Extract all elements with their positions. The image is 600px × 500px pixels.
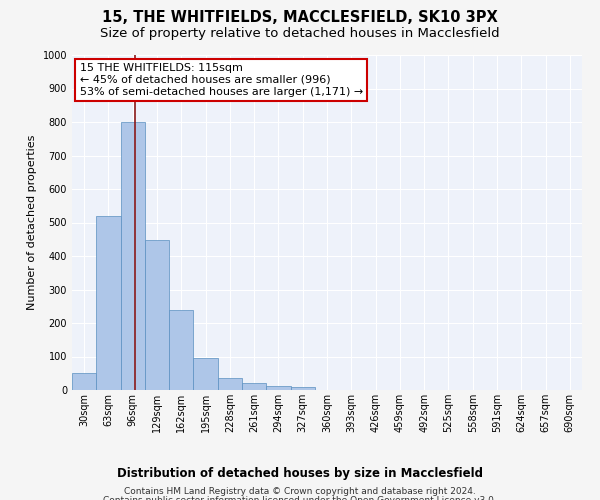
Text: Contains public sector information licensed under the Open Government Licence v3: Contains public sector information licen… [103, 496, 497, 500]
Text: 15 THE WHITFIELDS: 115sqm
← 45% of detached houses are smaller (996)
53% of semi: 15 THE WHITFIELDS: 115sqm ← 45% of detac… [80, 64, 363, 96]
Bar [72, 372, 96, 390]
Bar [290, 388, 315, 390]
Text: Contains HM Land Registry data © Crown copyright and database right 2024.: Contains HM Land Registry data © Crown c… [124, 488, 476, 496]
Text: 15, THE WHITFIELDS, MACCLESFIELD, SK10 3PX: 15, THE WHITFIELDS, MACCLESFIELD, SK10 3… [102, 10, 498, 25]
Bar [121, 122, 145, 390]
Bar [169, 310, 193, 390]
Bar [145, 240, 169, 390]
Bar [242, 384, 266, 390]
Text: Distribution of detached houses by size in Macclesfield: Distribution of detached houses by size … [117, 468, 483, 480]
Text: Size of property relative to detached houses in Macclesfield: Size of property relative to detached ho… [100, 28, 500, 40]
Bar [96, 216, 121, 390]
Bar [193, 358, 218, 390]
Y-axis label: Number of detached properties: Number of detached properties [27, 135, 37, 310]
Bar [266, 386, 290, 390]
Bar [218, 378, 242, 390]
